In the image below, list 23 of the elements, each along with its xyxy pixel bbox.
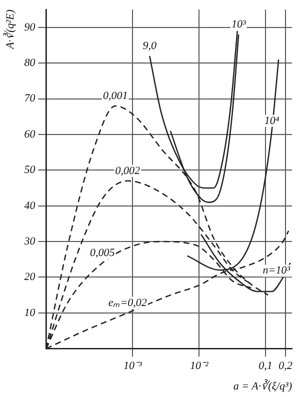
annotation: 9,0 [142,40,157,52]
x-tick-label: 10⁻³ [124,360,142,372]
y-tick-label: 90 [24,21,36,34]
x-tick-label: 0,1 [258,360,272,372]
y-tick-label: 60 [24,128,36,140]
y-tick-label: 80 [24,57,36,70]
x-tick-label: 10⁻² [190,360,209,372]
y-tick-label: 20 [24,271,36,284]
y-axis-title: A·∛(q²E) [2,9,16,50]
annotation: 0,001 [103,90,128,102]
y-tick-label: 50 [24,164,36,176]
annotation: 10³ [231,18,246,30]
y-tick-label: 70 [24,92,36,105]
y-tick-label: 10 [24,306,36,319]
annotation: 10⁴ [264,114,280,127]
y-tick-label: 40 [24,200,36,212]
x-tick-label: 0,2 [278,360,293,372]
annotation: n=10³ [262,264,291,277]
y-tick-label: 30 [23,235,36,248]
annotation: 0,005 [90,246,116,259]
annotation: eₘ=0,02 [108,296,148,309]
annotation: 0,002 [115,164,140,177]
x-axis-title: a = A·∛(ξ/q³) [233,378,292,392]
